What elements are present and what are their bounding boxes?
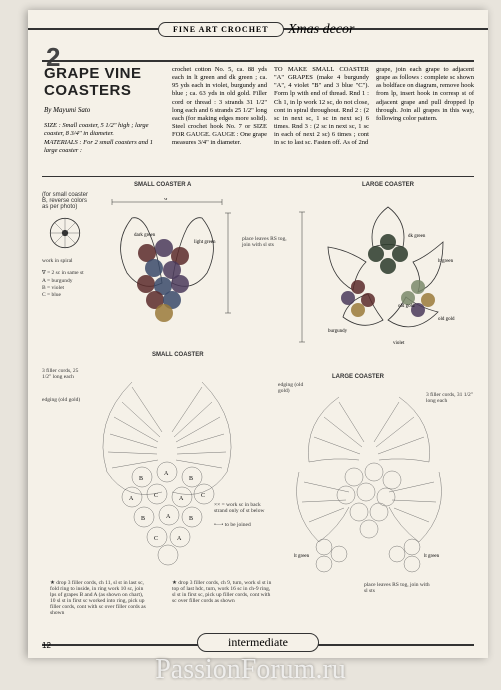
- section-script: Xmas decor: [288, 22, 355, 38]
- article-title: GRAPE VINE COASTERS: [44, 66, 164, 99]
- svg-text:A: A: [179, 496, 184, 502]
- specs-block: SIZE : Small coaster, 5 1/2" high ; larg…: [44, 122, 164, 156]
- svg-text:B: B: [139, 476, 143, 482]
- svg-text:dark green: dark green: [134, 233, 156, 238]
- place-leaves-note: place leaves RS tog, join with sl sts: [242, 236, 292, 248]
- svg-text:C: C: [201, 493, 205, 499]
- watermark: PassionForum.ru: [155, 654, 346, 686]
- large-coaster-chart: lt green lt green: [264, 382, 474, 582]
- svg-text:A: A: [164, 471, 169, 477]
- large-chart-label: LARGE COASTER: [332, 374, 384, 380]
- svg-text:old gold: old gold: [398, 304, 415, 309]
- to-be-joined-note: •—• to be joined: [214, 522, 251, 528]
- filler-large-note: 3 filler cords, 31 1/2" long each: [426, 392, 474, 404]
- body-col-2: TO MAKE SMALL COASTER "A" GRAPES (make 4…: [274, 66, 369, 147]
- small-coaster-a-label: SMALL COASTER A: [134, 182, 191, 188]
- spiral-note: work in spiral: [42, 258, 73, 264]
- small-coaster-a-diagram: 6" dark green light green: [102, 198, 232, 328]
- large-coaster-label: LARGE COASTER: [362, 182, 414, 188]
- small-b-note: (for small coaster B, reverse colors as …: [42, 192, 92, 210]
- edging-note-2: edging (old gold): [278, 382, 314, 394]
- svg-text:C: C: [154, 493, 158, 499]
- section-pill: FINE ART CROCHET: [158, 22, 284, 37]
- svg-text:burgundy: burgundy: [328, 329, 348, 334]
- materials-label: MATERIALS :: [44, 139, 82, 146]
- drop-small-note: ★ drop 3 filler cords, ch 11, sl st in l…: [50, 580, 150, 616]
- mid-rule: [42, 176, 474, 177]
- place-leaves-large-note: place leaves RS tog, join with sl sts: [364, 582, 434, 594]
- svg-text:A: A: [129, 496, 134, 502]
- svg-text:dk green: dk green: [408, 234, 426, 239]
- body-col-1: crochet cotton No. 5, ca. 88 yds each in…: [172, 66, 267, 147]
- page-number: 12: [42, 641, 51, 650]
- svg-text:6": 6": [164, 198, 170, 202]
- difficulty-pill: intermediate: [197, 633, 319, 652]
- filler-small-note: 3 filler cords, 25 1/2" long each: [42, 368, 82, 380]
- small-chart-label: SMALL COASTER: [152, 352, 204, 358]
- key-b: B = violet: [42, 285, 64, 291]
- sc2-note: ∇ = 2 sc in same st: [42, 270, 84, 276]
- small-coaster-chart: B A B A C A C B A B C A: [72, 362, 262, 572]
- svg-text:lt green: lt green: [294, 554, 310, 559]
- svg-text:C: C: [154, 536, 158, 542]
- large-coaster-diagram: 8 3/4": [298, 192, 468, 352]
- svg-text:light green: light green: [194, 240, 216, 245]
- key-c: C = blue: [42, 292, 61, 298]
- svg-text:lt green: lt green: [438, 259, 454, 264]
- svg-text:B: B: [189, 516, 193, 522]
- grape-motif-diagram: [44, 212, 86, 254]
- svg-text:old gold: old gold: [438, 317, 455, 322]
- svg-text:A: A: [177, 536, 182, 542]
- size-label: SIZE :: [44, 122, 61, 129]
- magazine-page: FINE ART CROCHET Xmas decor 2 GRAPE VINE…: [28, 10, 488, 658]
- svg-text:8 3/4": 8 3/4": [298, 265, 300, 280]
- edging-note: edging (old gold): [42, 397, 82, 403]
- diagram-area: SMALL COASTER A (for small coaster B, re…: [42, 182, 474, 628]
- svg-text:B: B: [141, 516, 145, 522]
- svg-text:lt green: lt green: [424, 554, 440, 559]
- key-a: A = burgundy: [42, 278, 73, 284]
- svg-text:violet: violet: [393, 341, 405, 346]
- svg-text:A: A: [166, 514, 171, 520]
- title-rule: [42, 60, 474, 62]
- drop-large-note: ★ drop 3 filler cords, ch 9, turn, work …: [172, 580, 272, 604]
- byline: By Mayumi Sato: [44, 106, 90, 114]
- svg-text:B: B: [189, 476, 193, 482]
- body-col-3: grape, join each grape to adjacent grape…: [376, 66, 474, 123]
